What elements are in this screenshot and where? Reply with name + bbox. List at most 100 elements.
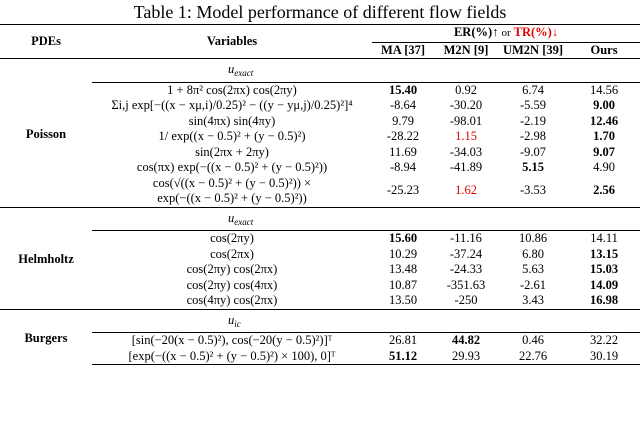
variable: cos(πx) exp(−((x − 0.5)² + (y − 0.5)²)): [92, 160, 372, 176]
table-body: Poisson uexact 1 + 8π² cos(2πx) cos(2πy) 15…: [0, 58, 640, 365]
results-table: PDEs Variables ER(%)↑ or TR(%)↓ MA [37] M…: [0, 24, 640, 365]
variable-line: cos(2πy) cos(2πx): [186, 262, 278, 276]
subheader-sub: exact: [234, 68, 254, 78]
value-cell: 11.69: [389, 144, 417, 159]
or-label: or: [501, 27, 511, 39]
value-cell: 44.82: [434, 332, 498, 349]
subheader-sub: ic: [234, 318, 241, 329]
value-cell: 4.90: [593, 160, 615, 174]
data-row: [exp(−((x − 0.5)² + (y − 0.5)²) × 100), …: [0, 348, 640, 365]
value-cell: -2.98: [519, 129, 547, 143]
variable-line: sin(2πx + 2πy): [195, 144, 269, 159]
pde-name: Helmholtz: [0, 206, 92, 309]
value-cell: 14.56: [568, 81, 640, 98]
metric-header: ER(%)↑ or TR(%)↓: [372, 24, 640, 42]
variable: cos(4πy) cos(2πx): [92, 293, 372, 309]
subheader: uexact: [92, 206, 640, 231]
pde-name: Poisson: [0, 58, 92, 207]
variable: [sin(−20(x − 0.5)²), cos(−20(y − 0.5)²)]…: [92, 332, 372, 349]
value-cell: 22.76: [498, 348, 568, 365]
data-row: cos(√((x − 0.5)² + (y − 0.5)²)) × exp(−((…: [0, 176, 640, 208]
value-cell: -8.64: [389, 98, 417, 112]
variable-line: [exp(−((x − 0.5)² + (y − 0.5)²) × 100), …: [128, 348, 336, 363]
value-cell: -351.63: [446, 277, 486, 292]
data-row: 1 + 8π² cos(2πx) cos(2πy) 15.40 0.92 6.74 14…: [0, 81, 640, 98]
value-cell: 10.29: [388, 246, 418, 261]
value-cell: 1.70: [593, 129, 615, 143]
value-cell: 6.80: [522, 246, 544, 261]
value-cell: -30.20: [449, 98, 483, 112]
data-row: 1/ exp((x − 0.5)² + (y − 0.5)²) -28.22 1.1…: [0, 129, 640, 145]
subheader-row: Helmholtz uexact: [0, 206, 640, 309]
data-row: cos(4πy) cos(2πx) 13.50 -250 3.43 16.98: [0, 293, 640, 309]
value-cell: -5.59: [519, 98, 547, 112]
value-cell: -3.53: [519, 183, 547, 198]
variable: [exp(−((x − 0.5)² + (y − 0.5)²) × 100), …: [92, 348, 372, 365]
value-cell: 0.92: [434, 81, 498, 98]
value-cell: 5.15: [522, 160, 544, 174]
tr-label: TR(%)↓: [513, 25, 559, 39]
column-row: MA [37] M2N [9] UM2N [39] Ours: [0, 41, 640, 59]
column-header: Ours: [568, 41, 640, 59]
value-cell: 15.03: [589, 262, 619, 276]
value-cell: 3.43: [522, 293, 544, 307]
value-cell: -2.61: [519, 277, 547, 292]
value-cell: 13.50: [388, 293, 418, 307]
value-cell: 1.62: [455, 183, 477, 198]
value-cell: 14.09: [589, 277, 619, 292]
subheader-sub: exact: [234, 216, 254, 227]
value-cell: -37.24: [449, 246, 483, 261]
value-cell: -25.23: [386, 183, 420, 198]
variable-line: cos(2πx): [210, 246, 254, 261]
data-row: sin(2πx + 2πy) 11.69 -34.03 -9.07 9.07: [0, 145, 640, 161]
variable-line: Σi,j exp[−((x − xμ,i)/0.25)² − ((y − yμ,…: [111, 98, 353, 112]
value-cell: -24.33: [449, 262, 483, 276]
variable: Σi,j exp[−((x − xμ,i)/0.25)² − ((y − yμ,…: [92, 98, 372, 114]
variable-line: exp(−((x − 0.5)² + (y − 0.5)²)): [157, 191, 307, 205]
column-header: MA [37]: [372, 41, 434, 59]
data-row: [sin(−20(x − 0.5)²), cos(−20(y − 0.5)²)]…: [0, 332, 640, 349]
data-row: cos(2πy) cos(2πx) 13.48 -24.33 5.63 15.03: [0, 262, 640, 278]
value-cell: -9.07: [519, 144, 547, 159]
data-row: cos(2πx) 10.29 -37.24 6.80 13.15: [0, 247, 640, 263]
value-cell: 15.60: [372, 230, 434, 247]
variable-line: cos(4πy) cos(2πx): [186, 293, 278, 307]
column-header: UM2N [39]: [498, 41, 568, 59]
pde-name: Burgers: [0, 308, 92, 365]
value-cell: 9.79: [392, 113, 414, 128]
value-cell: -34.03: [449, 144, 483, 159]
value-cell: 5.63: [522, 262, 544, 276]
value-cell: 0.46: [498, 332, 568, 349]
variable: 1 + 8π² cos(2πx) cos(2πy): [92, 81, 372, 98]
variable-line: cos(2πy): [210, 231, 254, 246]
value-cell: 13.15: [589, 246, 619, 261]
data-row: sin(4πx) sin(4πy) 9.79 -98.01 -2.19 12.46: [0, 114, 640, 130]
variable-line: cos(2πy) cos(4πx): [186, 277, 278, 292]
variable: sin(2πx + 2πy): [92, 145, 372, 161]
variable: cos(2πy) cos(2πx): [92, 262, 372, 278]
data-row: cos(2πy) 15.60 -11.16 10.86 14.11: [0, 230, 640, 247]
value-cell: -28.22: [386, 129, 420, 143]
subheader-row: Burgers uic: [0, 308, 640, 365]
variable-line: cos(πx) exp(−((x − 0.5)² + (y − 0.5)²)): [136, 160, 328, 174]
value-cell: 14.11: [568, 230, 640, 247]
data-row: Σi,j exp[−((x − xμ,i)/0.25)² − ((y − yμ,…: [0, 98, 640, 114]
variable: cos(√((x − 0.5)² + (y − 0.5)²)) × exp(−((…: [92, 176, 372, 208]
subheader-base: u: [228, 312, 235, 327]
header-row: PDEs Variables ER(%)↑ or TR(%)↓: [0, 24, 640, 59]
value-cell: 2.56: [593, 183, 615, 198]
pdes-header: PDEs: [0, 24, 92, 59]
value-cell: 26.81: [372, 332, 434, 349]
value-cell: 6.74: [498, 81, 568, 98]
variable-line: cos(√((x − 0.5)² + (y − 0.5)²)) ×: [152, 175, 312, 190]
value-cell: 29.93: [434, 348, 498, 365]
value-cell: 30.19: [568, 348, 640, 365]
subheader: uic: [92, 308, 640, 333]
value-cell: 12.46: [589, 113, 619, 128]
value-cell: 15.40: [372, 81, 434, 98]
value-cell: -41.89: [449, 160, 483, 174]
variable-line: [sin(−20(x − 0.5)²), cos(−20(y − 0.5)²)]…: [131, 333, 333, 348]
variable-line: sin(4πx) sin(4πy): [188, 113, 276, 128]
variable-line: 1/ exp((x − 0.5)² + (y − 0.5)²): [158, 129, 306, 143]
